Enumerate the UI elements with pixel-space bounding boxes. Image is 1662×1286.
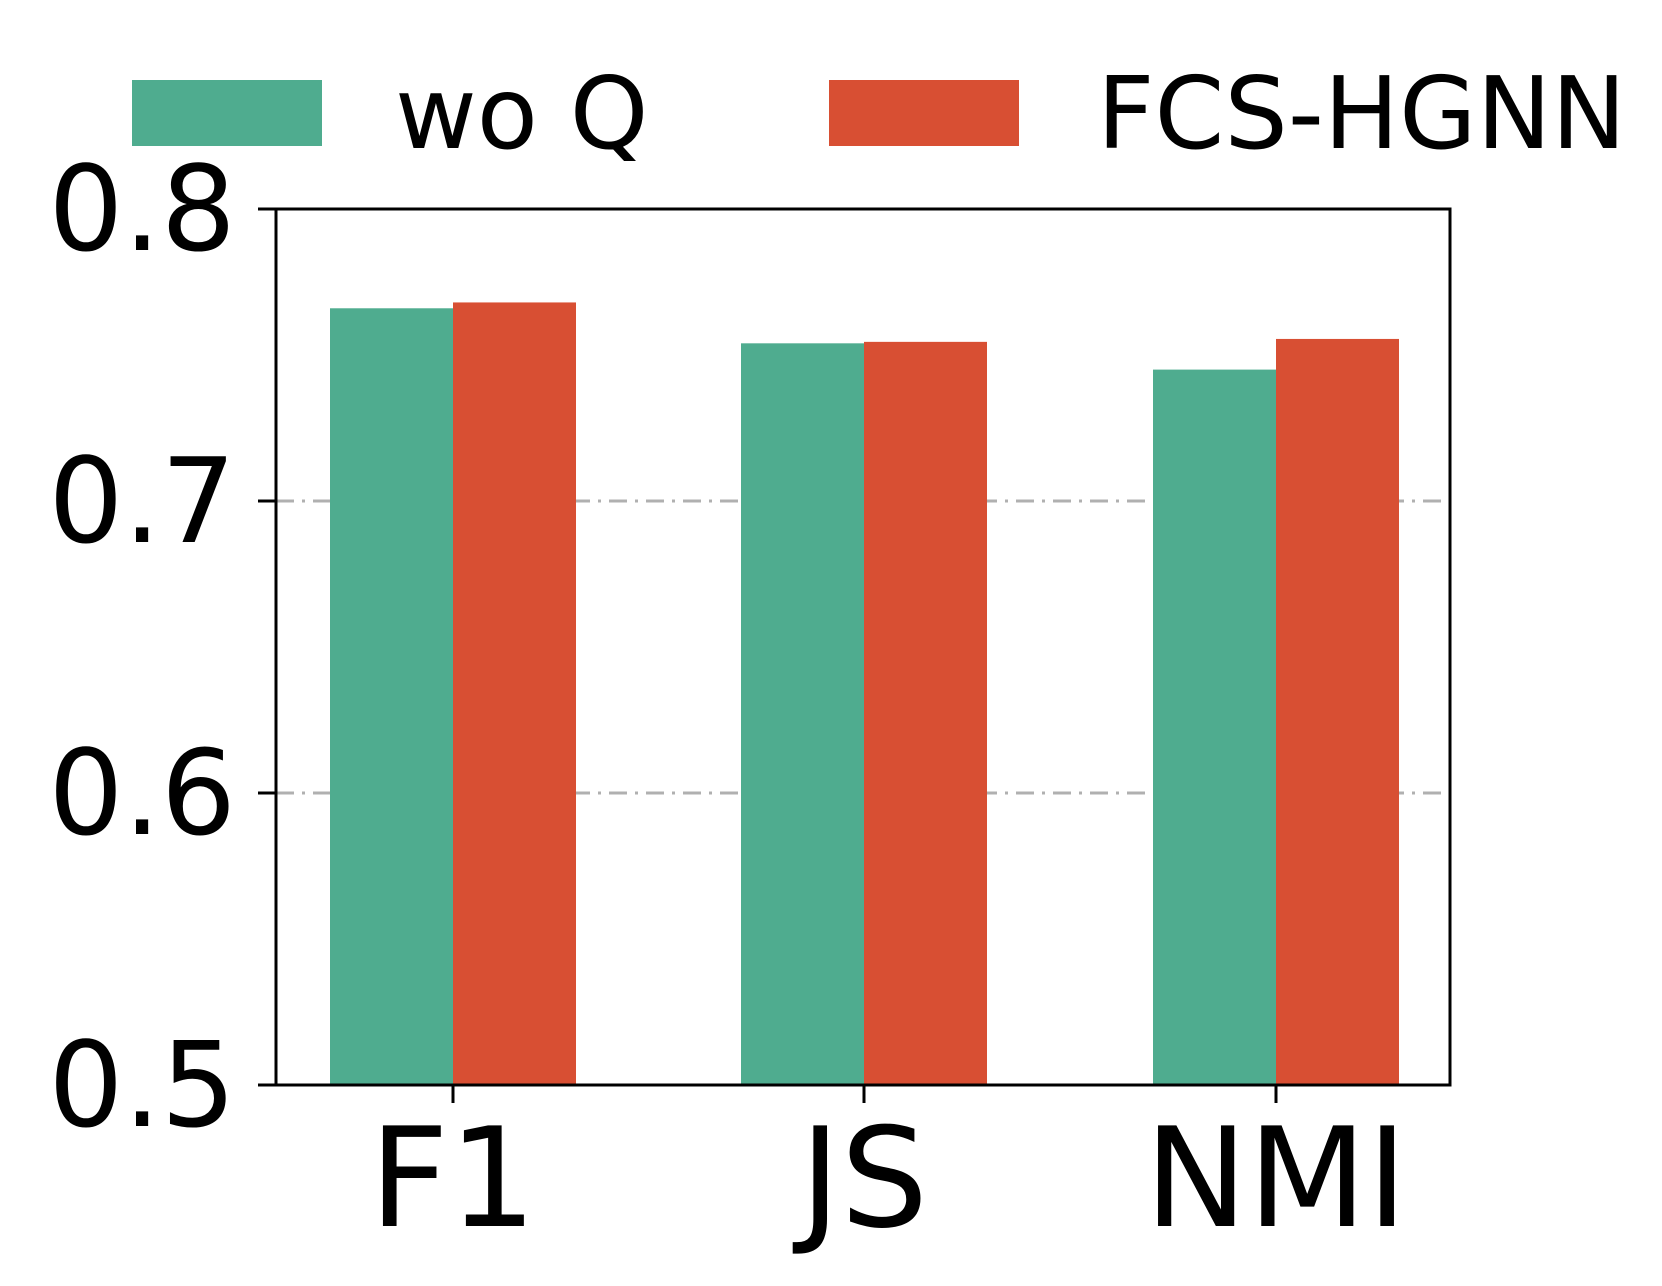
x-tick-label: JS [792, 1098, 928, 1259]
x-tick-label: F1 [369, 1098, 536, 1259]
x-tick-label: NMI [1145, 1098, 1408, 1259]
legend-label: FCS-HGNN [1097, 55, 1626, 172]
legend-swatch [829, 80, 1019, 146]
legend: wo Q FCS-HGNN [132, 55, 1626, 172]
bar-fcs-hgnn-js [864, 341, 987, 1085]
bar-wo-q-js [741, 343, 864, 1085]
legend-label: wo Q [395, 55, 648, 172]
y-tick-label: 0.5 [48, 1016, 236, 1154]
bars [330, 302, 1399, 1086]
y-tick-label: 0.6 [48, 724, 236, 862]
bar-wo-q-f1 [330, 308, 453, 1085]
y-axis: 0.5 0.6 0.7 0.8 [48, 140, 276, 1154]
bar-fcs-hgnn-nmi [1276, 338, 1399, 1085]
x-axis: F1 JS NMI [369, 1085, 1408, 1259]
legend-swatch [132, 80, 322, 146]
bar-fcs-hgnn-f1 [453, 302, 576, 1085]
bar-wo-q-nmi [1153, 369, 1276, 1086]
y-tick-label: 0.8 [48, 140, 236, 278]
y-tick-label: 0.7 [48, 432, 236, 570]
